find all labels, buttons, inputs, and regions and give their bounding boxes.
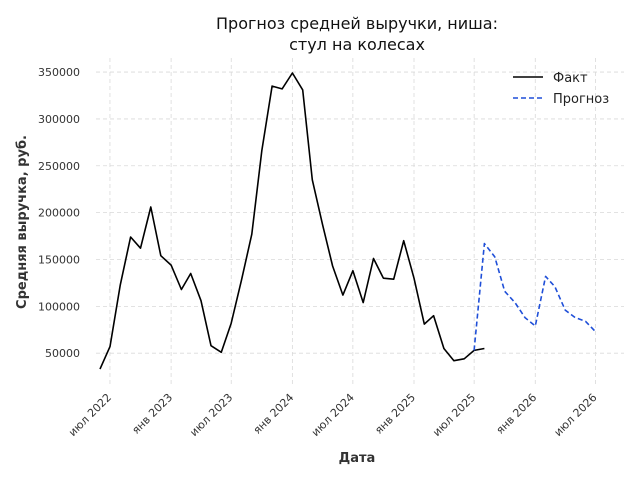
y-axis-label: Средняя выручка, руб. <box>15 135 30 309</box>
horizontal-gridlines <box>96 71 624 354</box>
x-tick-label: янв 2023 <box>129 391 175 437</box>
y-tick-label: 350000 <box>38 66 80 79</box>
x-axis-ticks: июл 2022 янв 2023 июл 2023 янв 2024 июл 2024… <box>66 391 600 439</box>
y-tick-label: 50000 <box>45 347 80 360</box>
y-tick-label: 200000 <box>38 207 80 220</box>
x-axis-label: Дата <box>339 451 376 466</box>
y-tick-label: 150000 <box>38 253 80 266</box>
vertical-gridlines <box>109 58 596 386</box>
x-tick-label: июл 2024 <box>309 391 357 439</box>
x-tick-label: янв 2024 <box>251 391 297 437</box>
y-tick-label: 300000 <box>38 113 80 126</box>
x-tick-label: июл 2022 <box>66 391 114 439</box>
x-tick-label: июл 2023 <box>187 391 235 439</box>
y-tick-label: 100000 <box>38 300 80 313</box>
legend-forecast-label: Прогноз <box>553 92 609 107</box>
series-lines <box>99 72 596 370</box>
x-tick-label: янв 2025 <box>372 391 418 437</box>
series-line-fact <box>99 72 485 370</box>
y-axis-ticks: 50000 100000 150000 200000 250000 300000 35000… <box>38 66 80 360</box>
legend-fact-label: Факт <box>553 71 588 86</box>
chart-title-line-1: Прогноз средней выручки, ниша: <box>216 14 498 33</box>
grid <box>96 58 624 386</box>
series-line-forecast <box>473 242 596 351</box>
x-tick-label: янв 2026 <box>494 391 540 437</box>
legend: Факт Прогноз <box>513 71 609 107</box>
x-tick-label: июл 2026 <box>552 391 600 439</box>
y-tick-label: 250000 <box>38 160 80 173</box>
x-tick-label: июл 2025 <box>430 391 478 439</box>
chart-title-line-2: стул на колесах <box>289 35 425 54</box>
